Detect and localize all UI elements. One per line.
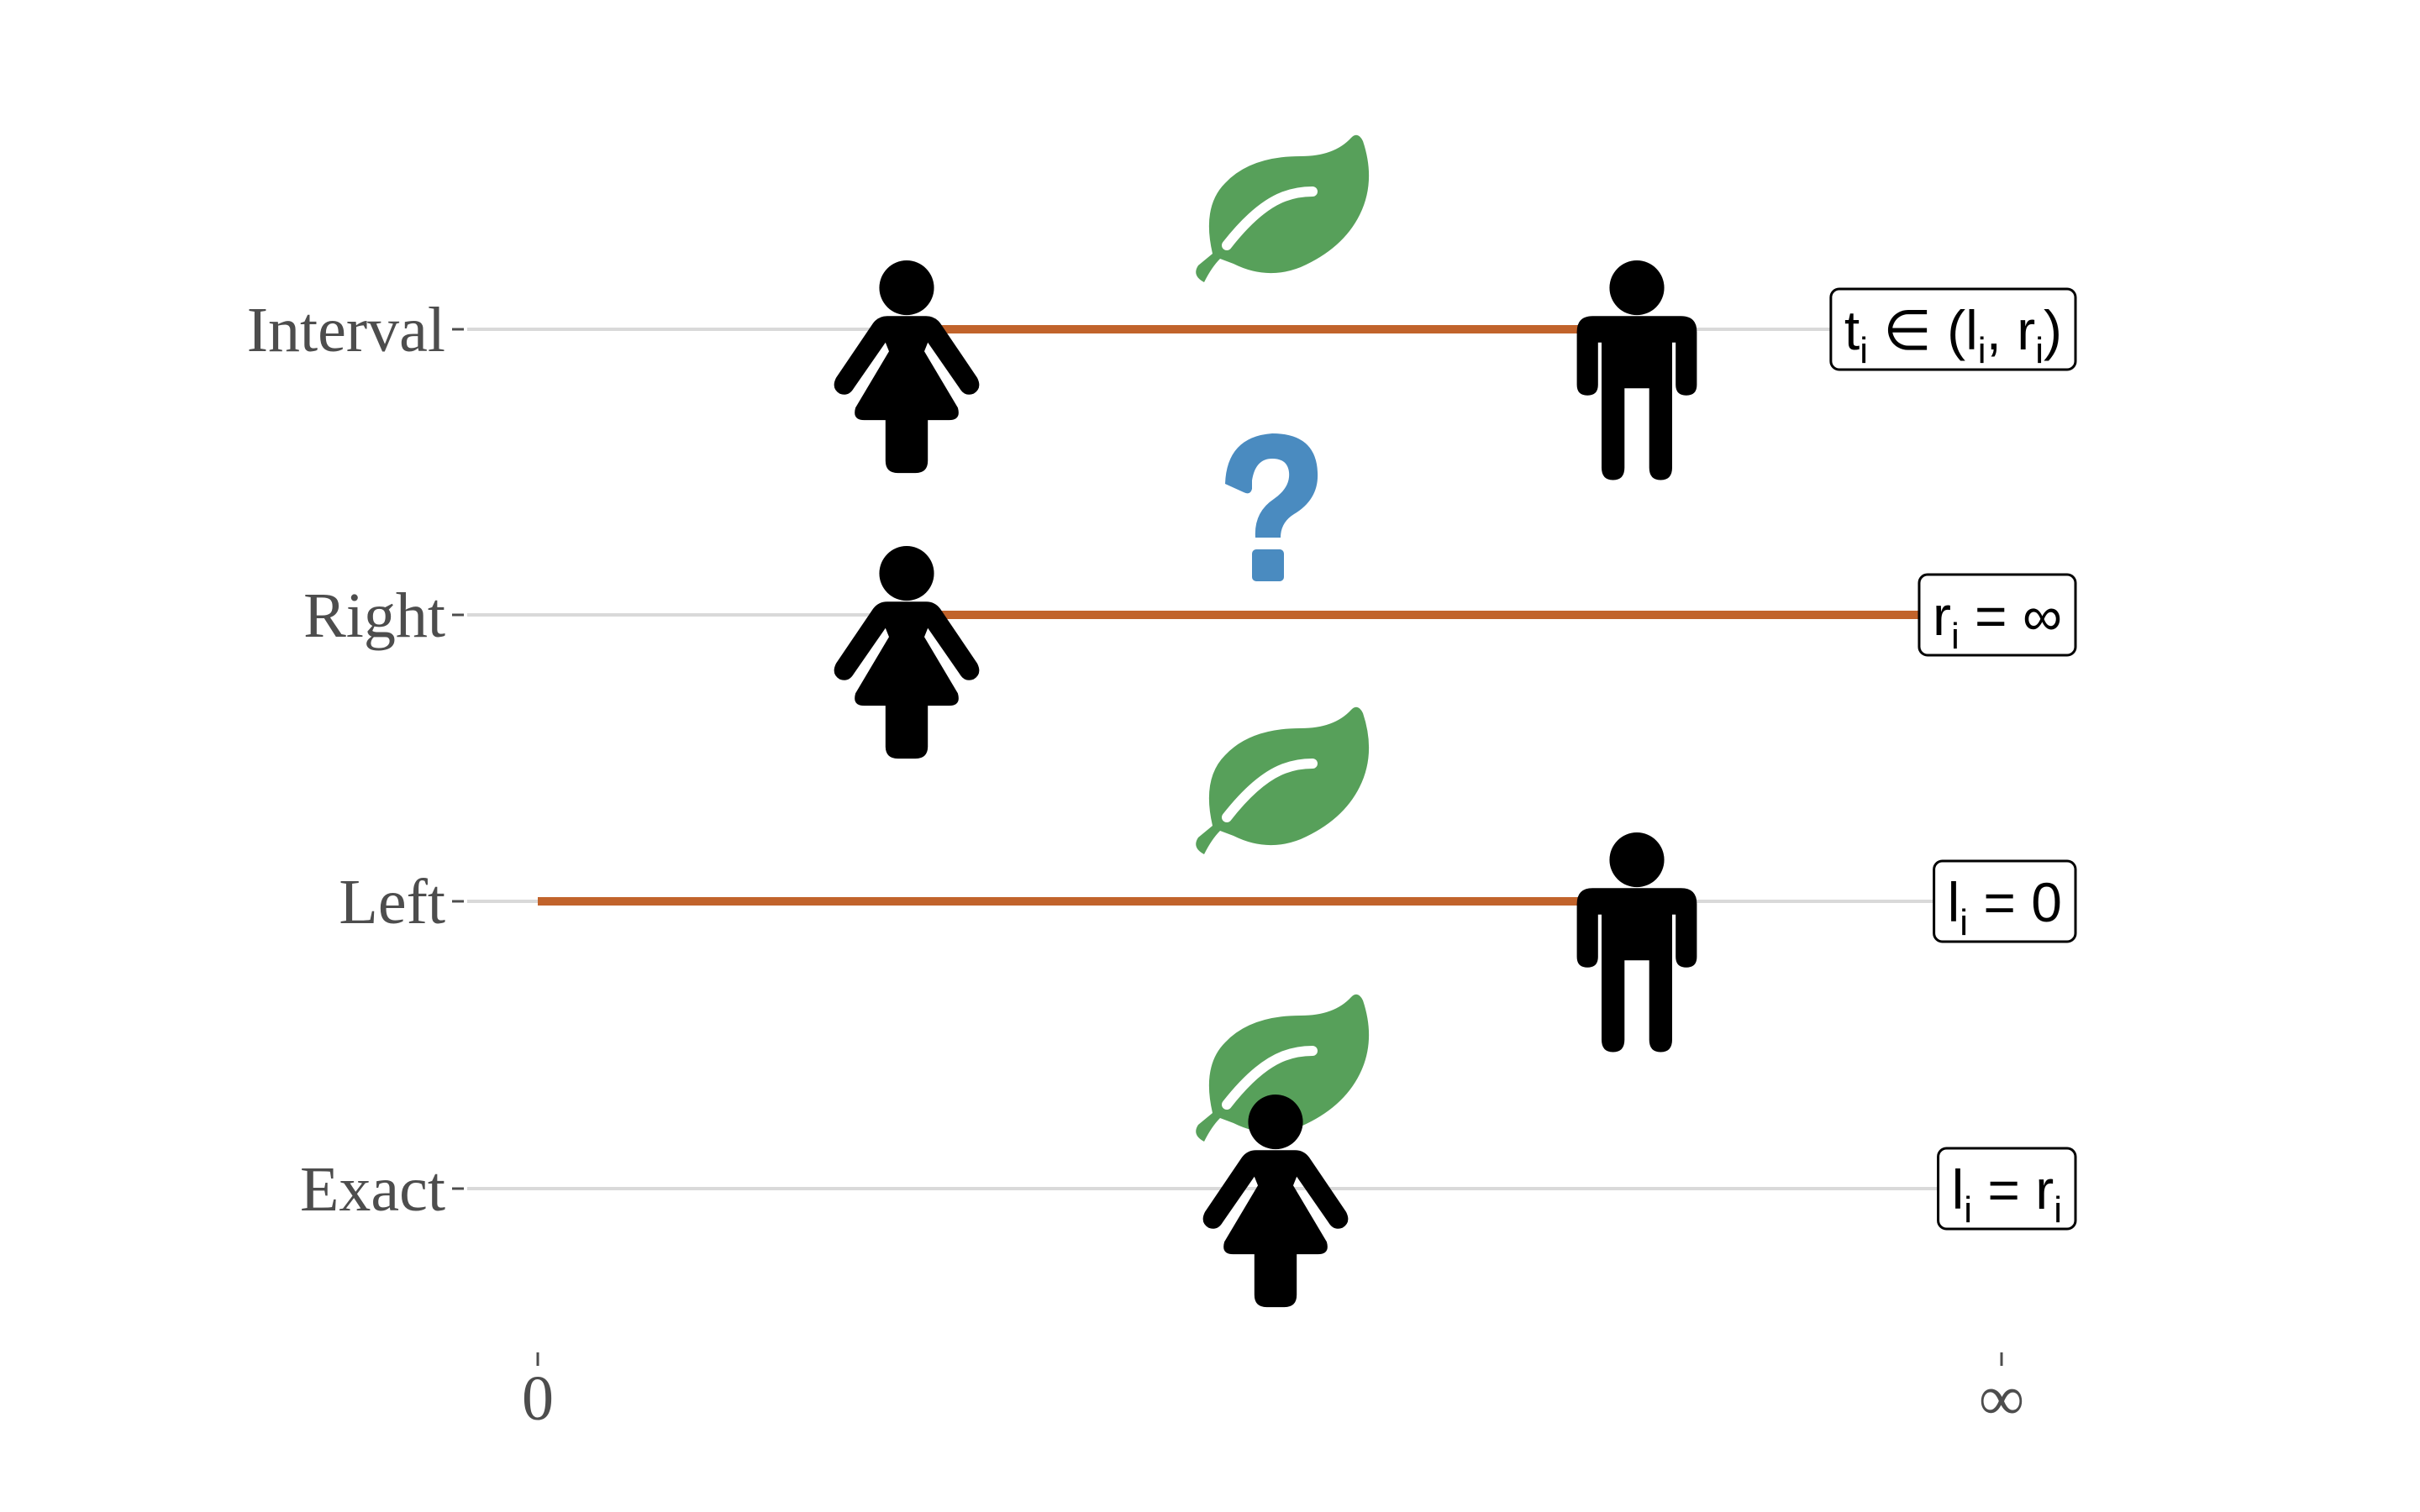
- leaf-icon: [1196, 134, 1370, 282]
- formula-subscript: i: [1951, 616, 1960, 657]
- man-head: [1609, 832, 1665, 888]
- row-right: Right: [303, 433, 2018, 759]
- man-head: [1609, 260, 1665, 316]
- formula-subscript: i: [1964, 1189, 1972, 1231]
- formula-label: li = ri: [1937, 1147, 2077, 1231]
- woman-head: [879, 546, 934, 601]
- man-icon: [1576, 832, 1697, 1053]
- formula-label: li = 0: [1933, 859, 2077, 943]
- leaf-icon: [1196, 994, 1370, 1142]
- row-label: Left: [339, 867, 445, 937]
- woman-body: [834, 601, 980, 759]
- formula-label: ri = ∞: [1918, 573, 2077, 657]
- woman-head: [879, 260, 934, 316]
- woman-icon: [834, 546, 980, 759]
- formula-text: li = ri: [1952, 1158, 2062, 1231]
- row-exact: Exact: [300, 994, 2018, 1308]
- formula-text: ti ∈ (li, ri): [1844, 299, 2062, 371]
- x-tick-label: ∞: [1979, 1363, 2024, 1434]
- row-label: Exact: [300, 1154, 445, 1225]
- row-label: Interval: [247, 295, 445, 365]
- formula-box: [1829, 287, 2077, 371]
- row-interval: Interval: [247, 134, 2018, 480]
- woman-body: [1202, 1150, 1349, 1308]
- leaf-vein: [1222, 1046, 1318, 1110]
- woman-head: [1248, 1095, 1303, 1150]
- question-dot: [1252, 549, 1284, 581]
- formula-part: = ∞: [1960, 585, 2062, 647]
- formula-subscript: i: [1860, 330, 1868, 371]
- formula-part: , r: [1986, 299, 2036, 361]
- woman-body: [834, 316, 980, 474]
- formula-subscript: i: [2054, 1189, 2062, 1231]
- leaf-shape: [1196, 706, 1370, 854]
- formula-subscript: i: [1978, 330, 1986, 371]
- formula-box: [1933, 859, 2077, 943]
- x-tick-label: 0: [522, 1363, 554, 1434]
- formula-part: = 0: [1968, 871, 2062, 933]
- formula-part: l: [1952, 1158, 1965, 1221]
- formula-subscript: i: [2035, 330, 2044, 371]
- formula-part: t: [1844, 299, 1860, 361]
- row-label: Right: [303, 580, 445, 651]
- man-icon: [1576, 260, 1697, 480]
- man-body: [1576, 888, 1697, 1053]
- formula-subscript: i: [1960, 902, 1968, 943]
- question-icon: [1225, 433, 1318, 581]
- formula-box: [1937, 1147, 2077, 1231]
- formula-box: [1918, 573, 2077, 657]
- formula-part: r: [1933, 585, 1951, 647]
- formula-part: = r: [1972, 1158, 2054, 1221]
- leaf-vein: [1222, 186, 1318, 250]
- woman-icon: [834, 260, 980, 474]
- formula-part: l: [1948, 871, 1960, 933]
- leaf-shape: [1196, 994, 1370, 1142]
- formula-text: ri = ∞: [1933, 585, 2062, 657]
- leaf-icon: [1196, 706, 1370, 854]
- question-hook: [1225, 433, 1318, 538]
- row-left: Left: [339, 706, 2018, 1053]
- leaf-vein: [1222, 759, 1318, 822]
- formula-text: li = 0: [1948, 871, 2062, 943]
- formula-part: ∈ (l: [1868, 299, 1978, 361]
- formula-part: ): [2044, 299, 2062, 361]
- formula-label: ti ∈ (li, ri): [1829, 287, 2077, 371]
- woman-icon: [1202, 1095, 1349, 1308]
- leaf-shape: [1196, 134, 1370, 282]
- man-body: [1576, 316, 1697, 480]
